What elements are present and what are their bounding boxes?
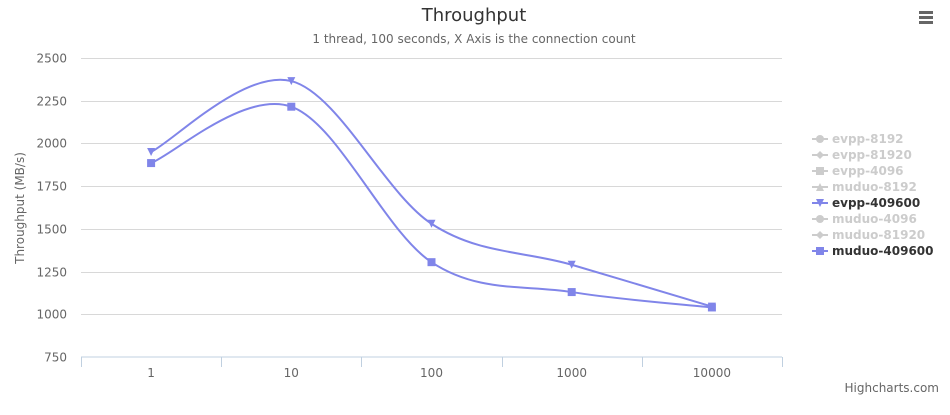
legend-label: evpp-8192 [832,132,904,146]
y-tick-label: 1750 [36,180,67,194]
y-tick-label: 2500 [36,52,67,66]
legend-item-muduo-81920[interactable]: muduo-81920 [812,228,925,242]
legend-item-muduo-4096[interactable]: muduo-4096 [812,212,917,226]
legend-label: evpp-4096 [832,164,904,178]
legend-item-evpp-4096[interactable]: evpp-4096 [812,164,904,178]
y-tick-label: 750 [44,351,67,365]
legend-marker [816,231,824,239]
legend-marker [816,247,824,255]
legend-label: evpp-409600 [832,196,920,210]
data-point [287,102,296,111]
data-point [427,258,436,267]
legend-marker [816,183,824,191]
data-point [707,303,716,312]
legend-item-muduo-409600[interactable]: muduo-409600 [812,244,934,258]
legend-marker [816,135,824,143]
y-axis-ticks: 750 1000 1250 1500 1750 2000 2250 2500 [36,52,67,365]
y-tick-label: 1250 [36,266,67,280]
legend: evpp-8192 evpp-81920 evpp-4096 muduo-8192 ev… [812,132,934,258]
y-tick-label: 2250 [36,95,67,109]
legend-item-evpp-409600[interactable]: evpp-409600 [812,196,920,210]
data-point [147,159,156,168]
series-group [147,77,716,312]
x-tick-label: 10000 [693,366,731,380]
y-tick-label: 1000 [36,308,67,322]
series-line [150,103,713,309]
y-tick-label: 1500 [36,223,67,237]
legend-marker [816,167,824,175]
legend-label: muduo-81920 [832,228,925,242]
data-point [567,260,576,269]
x-tick-label: 1 [147,366,155,380]
chart-subtitle: 1 thread, 100 seconds, X Axis is the con… [312,32,636,46]
y-axis-title: Throughput (MB/s) [13,152,27,265]
data-point [147,147,156,156]
y-tick-label: 2000 [36,137,67,151]
legend-label: evpp-81920 [832,148,912,162]
x-tick-label: 10 [284,366,299,380]
legend-item-muduo-8192[interactable]: muduo-8192 [812,180,917,194]
data-point [287,77,296,86]
legend-marker [816,151,824,159]
legend-marker [816,199,824,207]
legend-label: muduo-8192 [832,180,917,194]
chart-title: Throughput [421,5,527,26]
legend-label: muduo-4096 [832,212,917,226]
highcharts-credits[interactable]: Highcharts.com [845,381,939,395]
data-point [427,219,436,228]
grid-lines [81,58,782,315]
data-point [567,288,576,297]
legend-marker [816,215,824,223]
x-axis-ticks: 1 10 100 1000 10000 [81,357,783,380]
x-tick-label: 100 [420,366,443,380]
series-line [150,78,713,308]
legend-label: muduo-409600 [832,244,934,258]
legend-item-evpp-8192[interactable]: evpp-8192 [812,132,904,146]
legend-item-evpp-81920[interactable]: evpp-81920 [812,148,912,162]
hamburger-menu-icon[interactable] [916,8,936,28]
series-muduo-409600 [147,102,716,312]
x-tick-label: 1000 [556,366,587,380]
